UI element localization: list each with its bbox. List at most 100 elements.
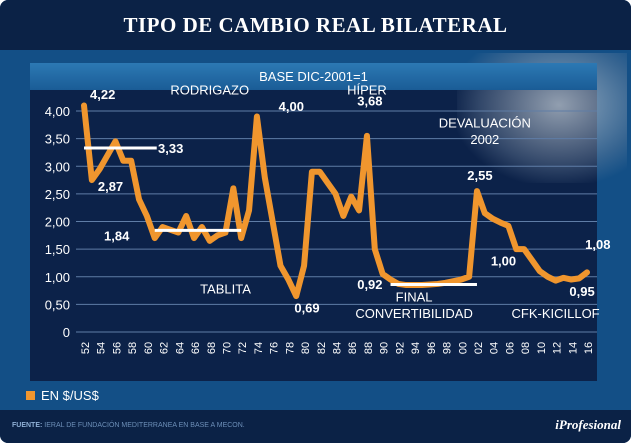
data-label: 1,08 [585,237,610,252]
data-point [114,140,116,142]
data-point [138,198,140,200]
data-point [531,259,533,261]
data-point [232,187,234,189]
x-tick-label: 94 [410,342,422,354]
data-point [224,232,226,234]
footer: FUENTE: IERAL DE FUNDACIÓN MEDITERRANEA … [0,410,631,443]
average-label: 3,33 [158,141,183,156]
x-tick-label: 72 [237,342,249,354]
data-point [382,273,384,275]
title-bar: TIPO DE CAMBIO REAL BILATERAL [0,0,631,50]
annotation-label: HÍPER [347,82,387,97]
y-tick-label: 2,50 [45,187,70,202]
x-tick-label: 08 [520,342,532,354]
data-point [476,190,478,192]
data-point [547,276,549,278]
data-point [91,179,93,181]
data-point [484,212,486,214]
data-point [492,218,494,220]
data-point [217,234,219,236]
x-tick-label: 80 [300,342,312,354]
x-tick-label: 10 [536,342,548,354]
x-tick-label: 00 [457,342,469,354]
x-tick-label: 74 [253,342,265,354]
source-text: IERAL DE FUNDACIÓN MEDITERRANEA EN BASE … [42,422,245,429]
data-point [390,279,392,281]
chart-title: TIPO DE CAMBIO REAL BILATERAL [123,12,508,37]
data-point [177,232,179,234]
data-label: 1,00 [491,254,516,269]
data-point [507,225,509,227]
legend: EN $/US$ [26,388,99,403]
data-point [193,237,195,239]
x-tick-label: 56 [111,342,123,354]
data-point [452,280,454,282]
data-point [523,248,525,250]
data-point [303,265,305,267]
data-point [130,160,132,162]
data-point [335,193,336,195]
x-tick-label: 82 [316,342,328,354]
data-point [279,265,281,267]
x-tick-label: 58 [127,342,139,354]
data-point [146,215,148,217]
source-prefix: FUENTE: [12,422,43,429]
data-label: 0,69 [294,301,319,316]
x-tick-label: 92 [394,342,406,354]
data-point [83,104,85,106]
y-tick-label: 2,00 [45,215,70,230]
x-tick-label: 54 [96,342,108,354]
x-tick-label: 04 [489,342,501,354]
x-tick-label: 52 [80,342,92,354]
annotation-label: RODRIGAZO [170,82,249,97]
x-tick-label: 76 [269,342,281,354]
data-point [264,176,266,178]
data-point [295,295,297,297]
x-tick-label: 90 [379,342,391,354]
data-point [209,240,211,242]
data-point [342,215,344,217]
data-point [366,135,368,137]
data-point [319,171,321,173]
x-tick-label: 70 [221,342,233,354]
x-tick-label: 14 [567,342,579,354]
legend-label: EN $/US$ [41,388,99,403]
data-point [555,280,557,282]
x-tick-label: 84 [332,342,344,354]
x-tick-label: 60 [143,342,155,354]
legend-swatch [26,391,35,400]
annotation-label: DEVALUACIÓN [439,116,531,131]
x-tick-label: 02 [473,342,485,354]
data-label: 2,55 [467,168,492,183]
data-point [500,222,502,224]
data-point [162,226,164,228]
source-note: FUENTE: IERAL DE FUNDACIÓN MEDITERRANEA … [12,422,245,429]
x-tick-label: 68 [206,342,218,354]
x-tick-label: 62 [159,342,171,354]
annotation-label: 2002 [470,132,499,147]
data-point [570,279,572,281]
x-tick-label: 66 [190,342,202,354]
data-point [154,237,156,239]
data-label: 0,92 [357,277,382,292]
data-point [122,160,124,162]
x-tick-label: 86 [347,342,359,354]
data-point [358,209,360,211]
data-point [256,116,258,118]
y-tick-label: 3,50 [45,132,70,147]
data-point [578,277,580,279]
data-point [515,248,517,250]
y-tick-label: 3,00 [45,159,70,174]
data-point [240,237,242,239]
data-label: 4,22 [90,87,115,102]
x-tick-label: 88 [363,342,375,354]
x-tick-label: 96 [426,342,438,354]
data-point [562,277,564,279]
data-label: 4,00 [279,99,304,114]
x-tick-label: 12 [552,342,564,354]
average-label: 1,84 [104,228,130,243]
x-tick-label: 06 [504,342,516,354]
data-label: 2,87 [98,179,123,194]
data-point [586,271,588,273]
